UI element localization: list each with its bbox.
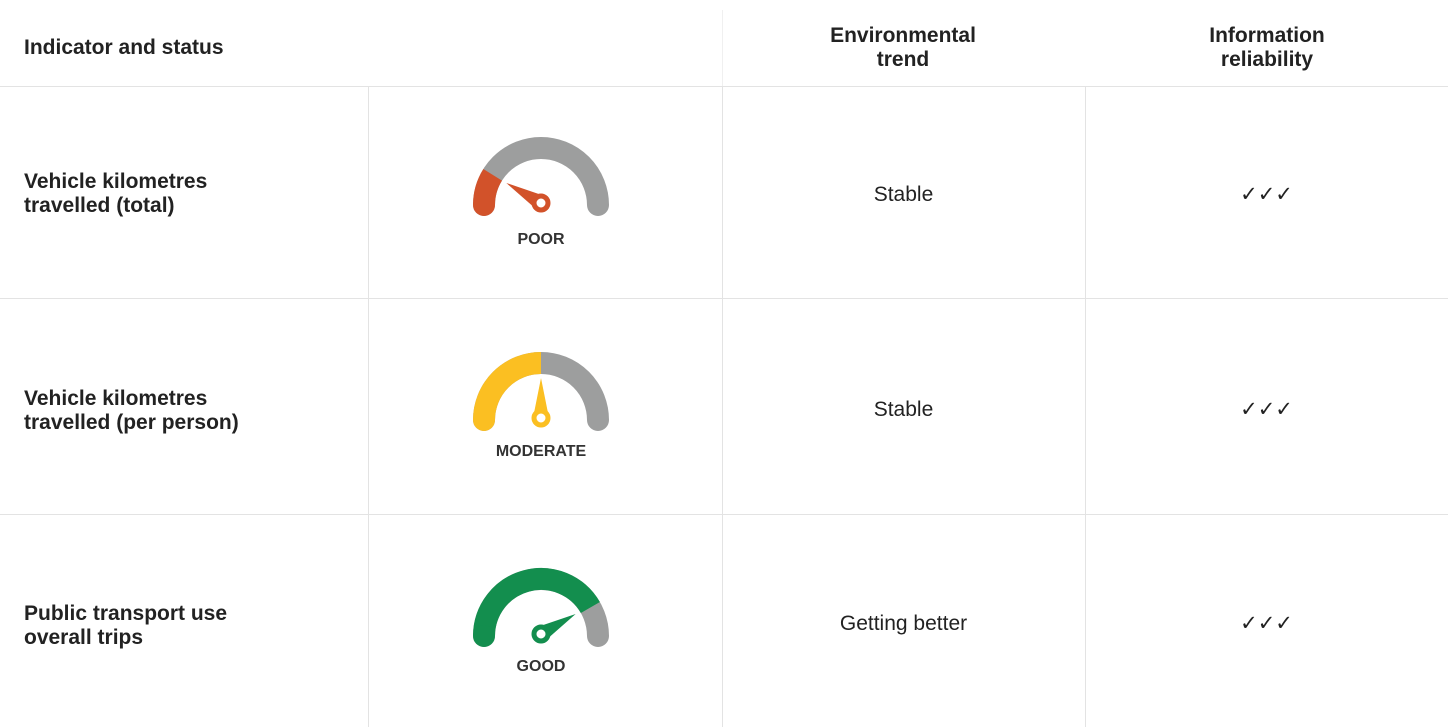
gauge-track [473,352,609,431]
gauge-cap [473,194,495,216]
indicator: Vehicle kilometres travelled (per person… [24,387,239,434]
status: MODERATE [495,443,587,460]
divider [0,298,1448,299]
gauge-needle [533,378,549,418]
gauge-track [473,137,609,216]
status: GOOD [516,658,566,675]
divider [0,86,1448,87]
reliability: ✓✓✓ [1240,183,1293,206]
gauge-needle [506,183,545,210]
gauge-fill [473,168,503,206]
indicator: Vehicle kilometres travelled (total) [24,170,208,217]
gauge-pivot [531,408,551,428]
gauge-cap [473,409,495,431]
gauge-pivot [531,624,551,644]
divider [722,10,723,86]
gauge-pivot [531,193,551,213]
column-header: Environmental trend [830,24,976,71]
divider [0,514,1448,515]
divider [368,86,369,727]
trend: Getting better [839,612,968,635]
gauge-fill [473,352,542,421]
gauge-cap [473,625,495,647]
indicator: Public transport use overall trips [24,602,228,649]
status: POOR [517,231,565,248]
column-header: Indicator and status [24,36,224,59]
column-header: Information reliability [1209,24,1325,71]
reliability: ✓✓✓ [1240,612,1293,635]
reliability: ✓✓✓ [1240,398,1293,421]
trend: Stable [873,398,934,421]
gauge-track [473,568,609,647]
trend: Stable [873,183,934,206]
divider [722,86,723,727]
gauge-needle [537,614,576,641]
divider [1085,86,1086,727]
gauge-fill [473,568,600,637]
